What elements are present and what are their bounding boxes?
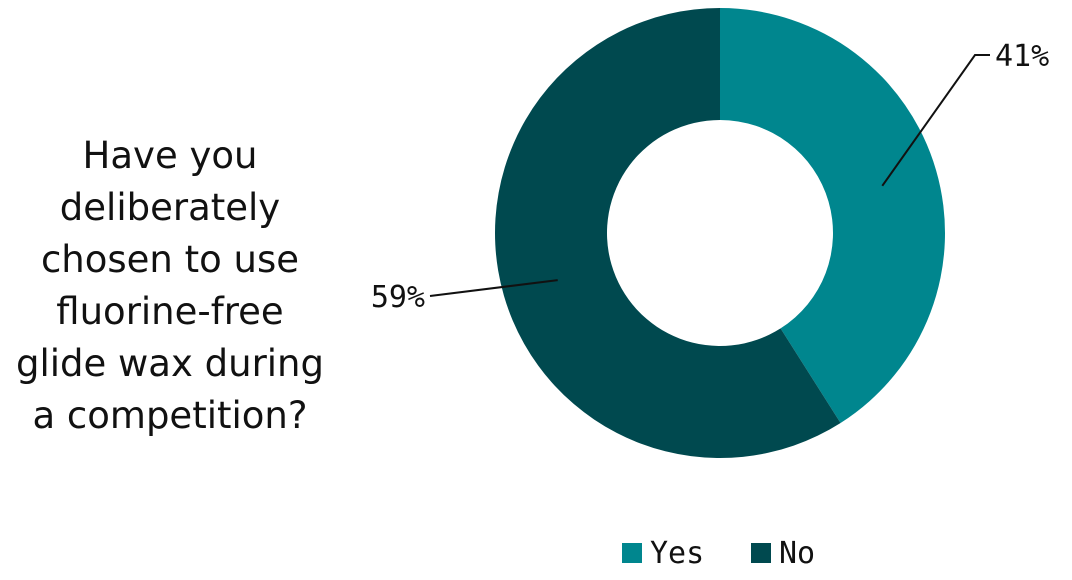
leader-line-yes — [881, 54, 990, 187]
chart-question-title: Have you deliberately chosen to use fluo… — [10, 130, 330, 442]
donut-slices — [495, 8, 946, 458]
data-label-yes: 41% — [995, 39, 1049, 74]
slice-no — [495, 8, 841, 458]
leader-line-no — [429, 279, 558, 297]
question-line: a competition? — [32, 394, 308, 437]
legend-label-yes: Yes — [650, 536, 704, 571]
data-labels: 41% 59% — [371, 39, 1049, 315]
question-line: deliberately — [59, 186, 281, 229]
legend-label-no: No — [779, 536, 815, 571]
leader-lines — [429, 54, 990, 297]
legend: Yes No — [622, 536, 815, 571]
question-line: chosen to use — [40, 238, 300, 281]
slice-yes — [720, 8, 946, 423]
data-label-no: 59% — [371, 280, 425, 315]
legend-swatch-no — [751, 543, 771, 563]
question-line: glide wax during — [15, 342, 324, 385]
legend-swatch-yes — [622, 543, 642, 563]
question-line: fluorine-free — [56, 290, 284, 333]
question-line: Have you — [82, 134, 258, 177]
